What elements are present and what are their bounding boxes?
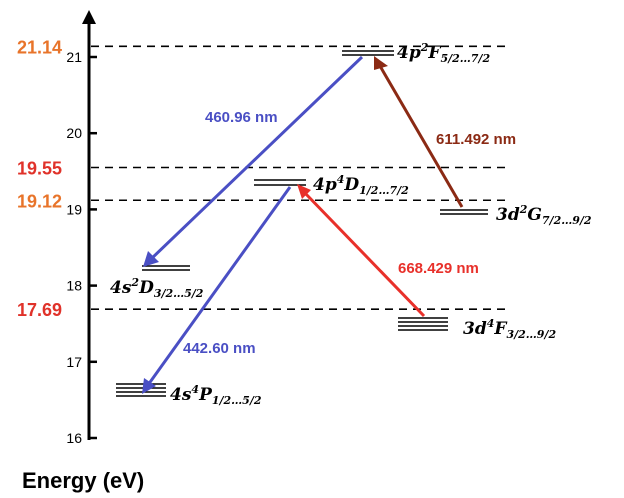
level-label-4p2F: 4p2F5/2…7/2 — [397, 41, 490, 65]
reference-dashed-lines: 21.14 19.55 19.12 17.69 — [17, 37, 508, 320]
energy-levels: 4p2F5/2…7/2 4p4D1/2…7/2 3d2G7/2…9/2 4s2D… — [110, 41, 592, 407]
transitions: 460.96 nm 611.492 nm 668.429 nm 442.60 n… — [142, 55, 516, 394]
level-4p4D: 4p4D1/2…7/2 — [254, 173, 409, 197]
level-label-4p4D: 4p4D1/2…7/2 — [313, 173, 409, 197]
energy-axis-arrow — [82, 10, 96, 24]
transition-668-429: 668.429 nm — [297, 184, 479, 318]
transition-460-96: 460.96 nm — [143, 55, 364, 267]
level-4p2F: 4p2F5/2…7/2 — [342, 41, 490, 65]
axis-ticks: 16 17 18 19 20 21 — [66, 49, 97, 446]
axis-tick-label: 18 — [66, 278, 82, 294]
wavelength-label-442-60: 442.60 nm — [183, 340, 256, 357]
axis-tick-label: 20 — [66, 125, 82, 141]
level-label-4s2D: 4s2D3/2…5/2 — [110, 276, 204, 300]
axis-tick-label: 21 — [66, 49, 82, 65]
wavelength-label-460-96: 460.96 nm — [205, 109, 278, 126]
level-label-3d4F: 3d4F3/2…9/2 — [463, 317, 556, 341]
transition-442-60: 442.60 nm — [142, 186, 292, 394]
level-label-3d2G: 3d2G7/2…9/2 — [496, 203, 592, 227]
highlighted-energy-label: 17.69 — [17, 300, 62, 320]
level-label-4s4P: 4s4P1/2…5/2 — [170, 383, 262, 407]
highlighted-energy-label: 19.12 — [17, 191, 62, 211]
axis-tick-label: 19 — [66, 201, 82, 217]
transition-611-492: 611.492 nm — [374, 56, 516, 208]
axis-tick-label: 16 — [66, 430, 82, 446]
axis-tick-label: 17 — [66, 354, 82, 370]
wavelength-label-611-492: 611.492 nm — [436, 131, 516, 148]
wavelength-label-668-429: 668.429 nm — [398, 260, 479, 277]
highlighted-energy-label: 21.14 — [17, 37, 62, 57]
highlighted-energy-label: 19.55 — [17, 158, 62, 178]
level-3d4F: 3d4F3/2…9/2 — [398, 317, 556, 341]
level-4s4P: 4s4P1/2…5/2 — [116, 383, 262, 407]
level-4s2D: 4s2D3/2…5/2 — [110, 265, 204, 300]
axis-title: Energy (eV) — [22, 468, 144, 493]
level-3d2G: 3d2G7/2…9/2 — [440, 203, 592, 227]
